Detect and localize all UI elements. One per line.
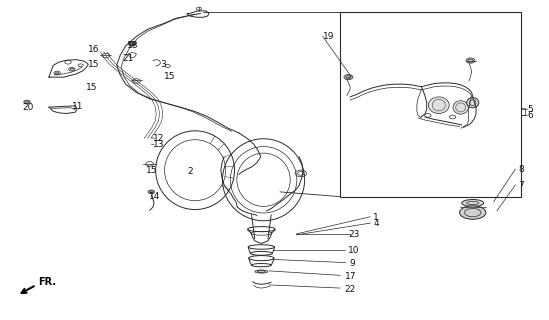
Text: 10: 10: [348, 246, 360, 255]
Ellipse shape: [428, 97, 449, 114]
Bar: [340, 12, 521, 197]
Text: 1: 1: [373, 213, 379, 222]
Ellipse shape: [453, 101, 468, 114]
Text: 15: 15: [88, 60, 100, 69]
Text: 16: 16: [88, 44, 100, 54]
Circle shape: [148, 190, 154, 194]
Text: 8: 8: [518, 165, 524, 174]
Circle shape: [128, 42, 136, 46]
Text: 3: 3: [161, 60, 166, 69]
Ellipse shape: [467, 98, 479, 108]
Ellipse shape: [255, 270, 268, 273]
Text: 12: 12: [153, 134, 164, 143]
Text: 13: 13: [153, 140, 165, 149]
Text: 9: 9: [350, 259, 355, 268]
Text: 2: 2: [187, 167, 193, 176]
Text: 14: 14: [149, 192, 160, 201]
Circle shape: [24, 100, 30, 104]
Text: 11: 11: [72, 102, 83, 111]
Ellipse shape: [460, 206, 486, 219]
Text: FR.: FR.: [38, 277, 56, 287]
Circle shape: [466, 58, 475, 63]
Text: 17: 17: [345, 272, 356, 281]
Text: 4: 4: [373, 219, 379, 228]
Text: 15: 15: [164, 72, 175, 81]
Text: 18: 18: [127, 41, 138, 51]
Text: 19: 19: [323, 32, 334, 41]
Ellipse shape: [462, 199, 484, 206]
Text: 15: 15: [86, 83, 97, 92]
Text: 6: 6: [528, 111, 533, 120]
Text: 20: 20: [23, 103, 34, 112]
Text: 23: 23: [349, 230, 360, 239]
Text: 7: 7: [518, 181, 524, 190]
Text: 22: 22: [345, 284, 356, 293]
Text: 5: 5: [528, 105, 533, 114]
Text: 15: 15: [146, 166, 158, 175]
Text: 21: 21: [122, 53, 133, 62]
Circle shape: [344, 75, 353, 80]
